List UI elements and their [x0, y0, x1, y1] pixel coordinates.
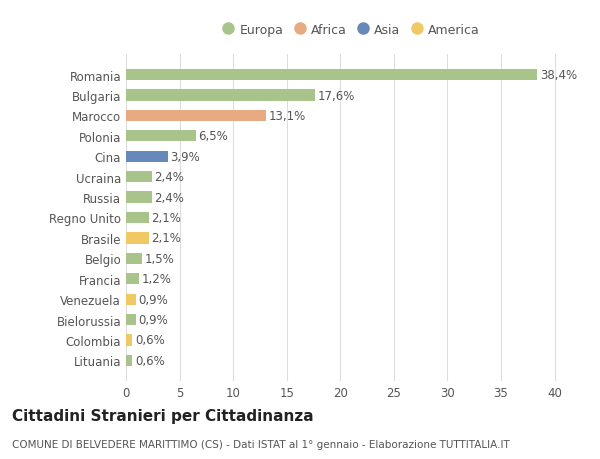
Text: 2,1%: 2,1% [151, 232, 181, 245]
Bar [126, 131, 196, 142]
Legend: Europa, Africa, Asia, America: Europa, Africa, Asia, America [217, 19, 485, 42]
Text: 3,9%: 3,9% [170, 151, 200, 163]
Text: 2,4%: 2,4% [154, 191, 184, 204]
Text: 17,6%: 17,6% [317, 90, 355, 102]
Text: 0,9%: 0,9% [139, 313, 168, 326]
Bar [126, 192, 152, 203]
Bar [126, 151, 168, 162]
Bar [126, 355, 133, 366]
Bar [126, 314, 136, 325]
Text: 0,6%: 0,6% [135, 334, 165, 347]
Bar [126, 335, 133, 346]
Text: 6,5%: 6,5% [199, 130, 228, 143]
Bar [126, 172, 152, 183]
Text: Cittadini Stranieri per Cittadinanza: Cittadini Stranieri per Cittadinanza [12, 408, 314, 423]
Bar [126, 213, 149, 224]
Bar [126, 70, 538, 81]
Text: 0,6%: 0,6% [135, 354, 165, 367]
Bar [126, 294, 136, 305]
Text: 1,2%: 1,2% [142, 273, 172, 285]
Bar [126, 274, 139, 285]
Bar [126, 90, 314, 101]
Text: 0,9%: 0,9% [139, 293, 168, 306]
Bar [126, 111, 266, 122]
Bar [126, 233, 149, 244]
Text: 13,1%: 13,1% [269, 110, 306, 123]
Text: COMUNE DI BELVEDERE MARITTIMO (CS) - Dati ISTAT al 1° gennaio - Elaborazione TUT: COMUNE DI BELVEDERE MARITTIMO (CS) - Dat… [12, 440, 510, 449]
Text: 2,4%: 2,4% [154, 171, 184, 184]
Text: 1,5%: 1,5% [145, 252, 175, 265]
Bar [126, 253, 142, 264]
Text: 38,4%: 38,4% [540, 69, 577, 82]
Text: 2,1%: 2,1% [151, 212, 181, 224]
